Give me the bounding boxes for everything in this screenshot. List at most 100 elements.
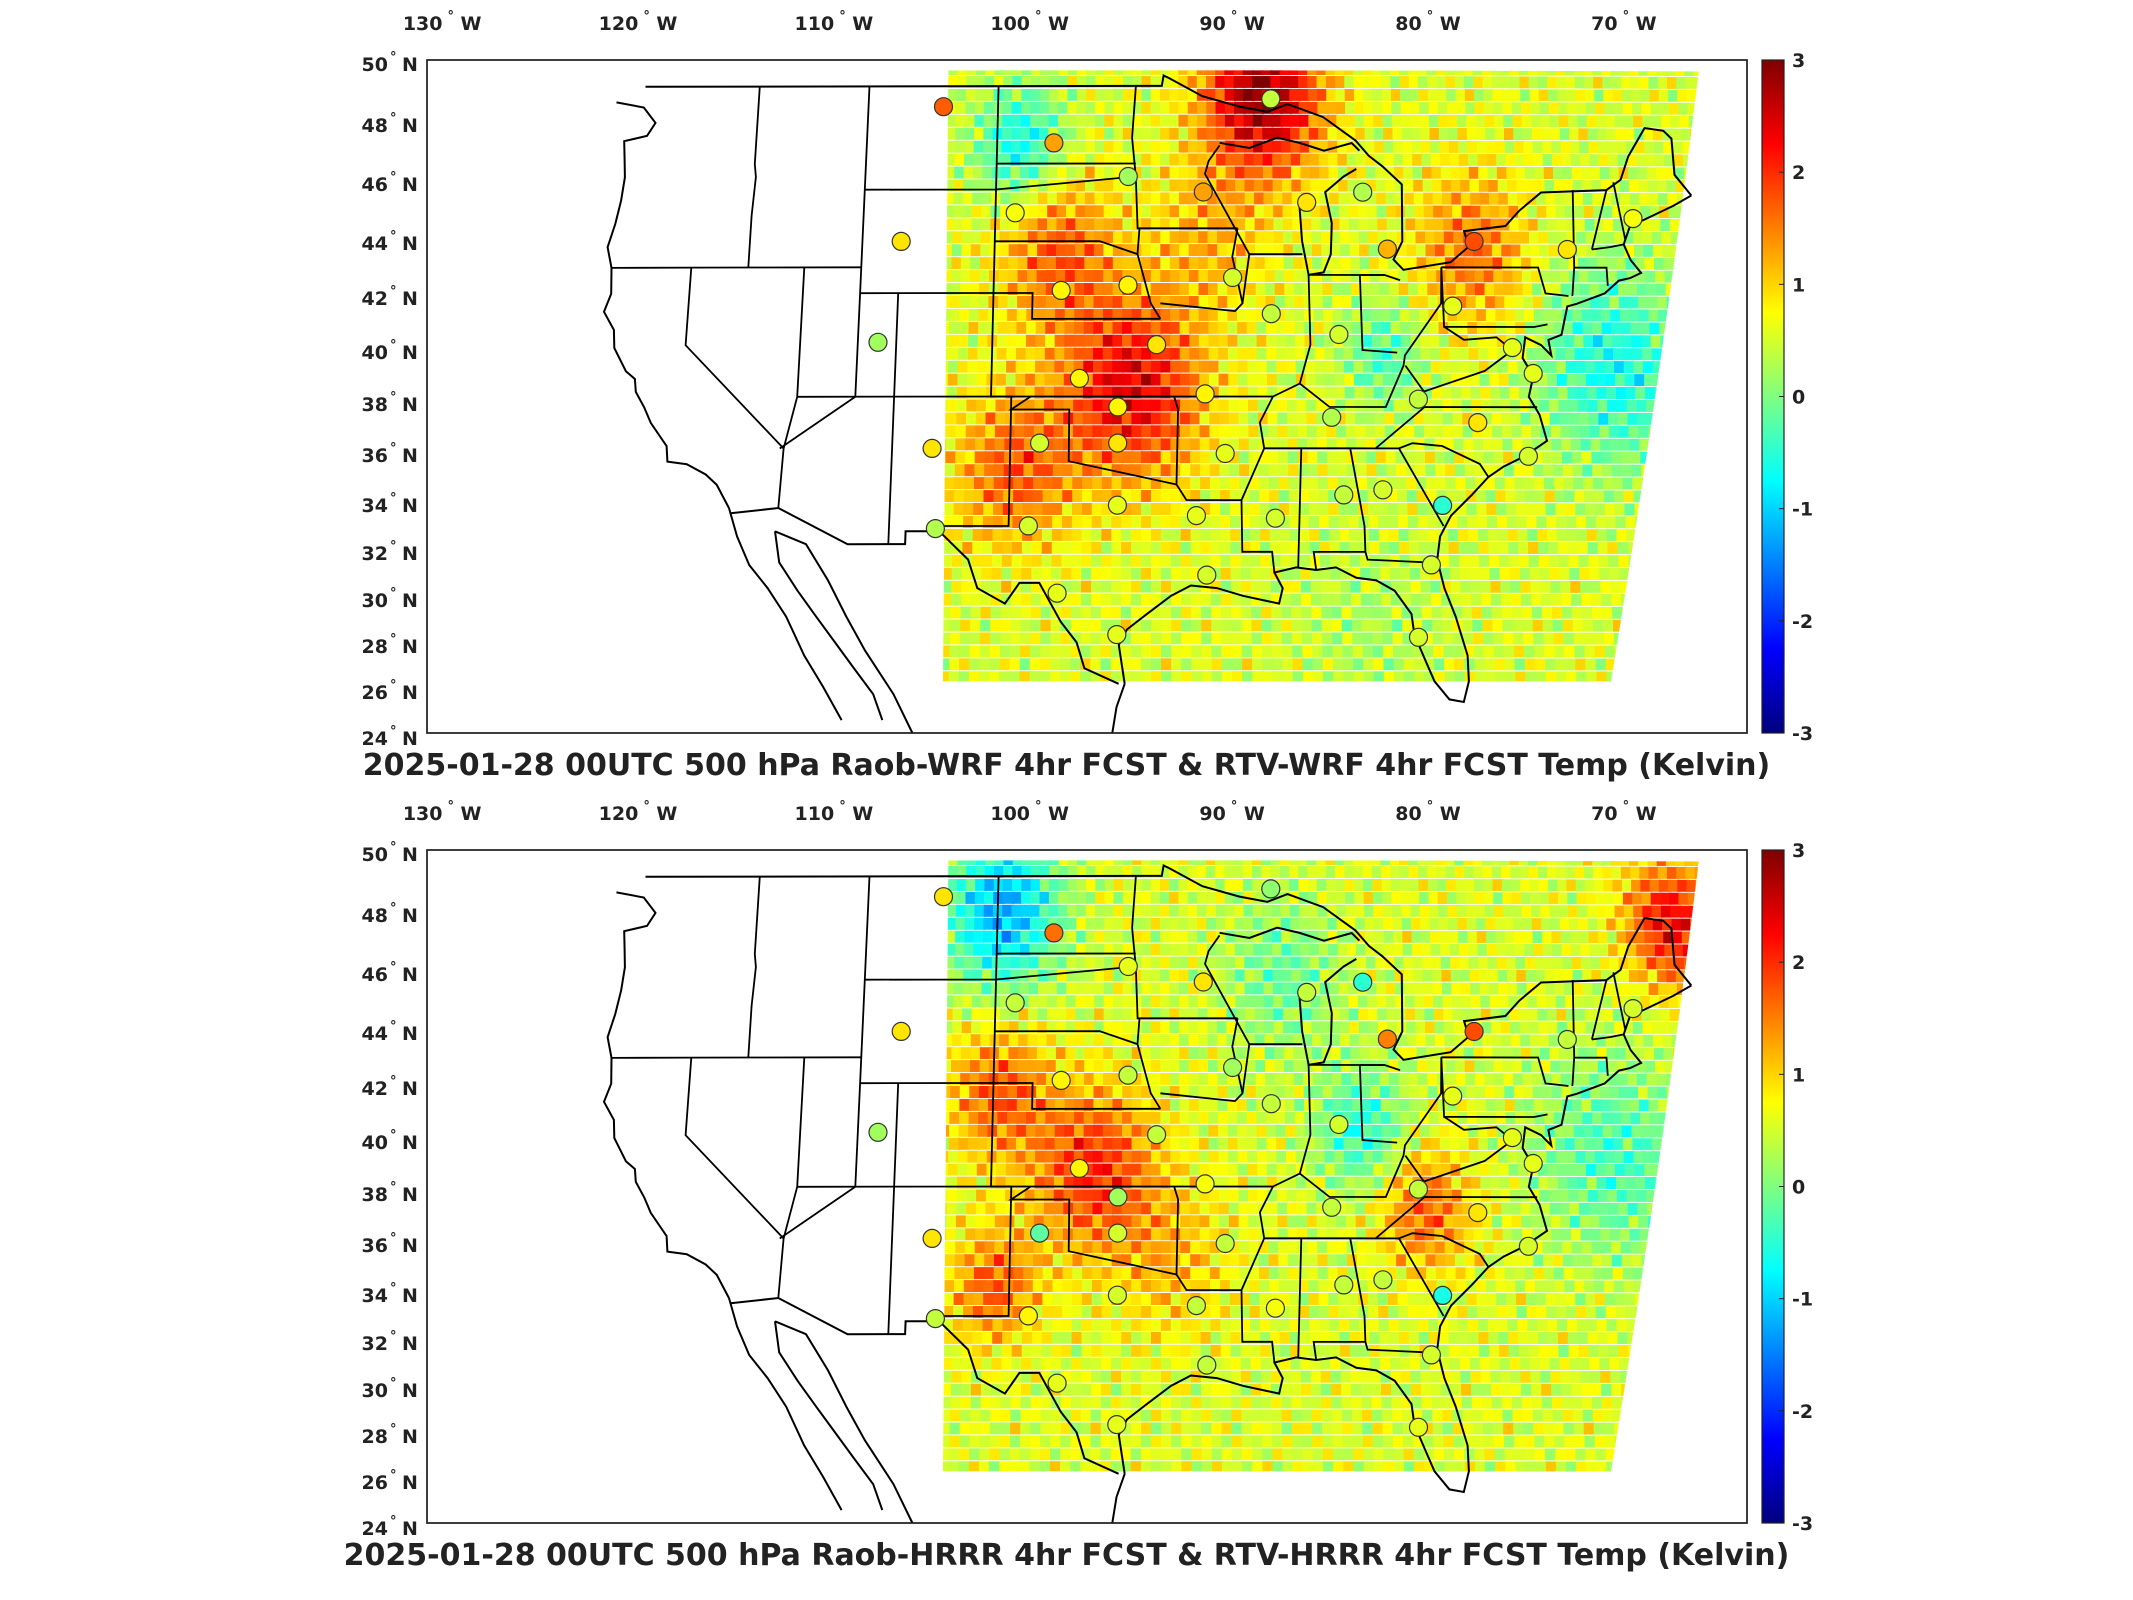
field-cell bbox=[1292, 205, 1304, 218]
field-cell bbox=[1420, 347, 1432, 360]
field-cell bbox=[1381, 89, 1394, 101]
field-cell bbox=[983, 477, 996, 490]
field-cell bbox=[1298, 477, 1310, 490]
field-cell bbox=[1364, 412, 1377, 425]
field-cell bbox=[1209, 438, 1221, 451]
field-cell bbox=[953, 995, 965, 1008]
field-cell bbox=[1040, 75, 1052, 88]
field-cell bbox=[1259, 490, 1271, 503]
field-cell bbox=[1053, 412, 1066, 425]
field-cell bbox=[975, 1228, 987, 1241]
field-cell bbox=[1310, 580, 1323, 593]
field-cell bbox=[1368, 503, 1380, 516]
field-cell bbox=[974, 477, 986, 490]
field-cell bbox=[1113, 75, 1126, 88]
field-cell bbox=[976, 373, 989, 386]
field-cell bbox=[1597, 257, 1609, 270]
field-cell bbox=[1613, 218, 1625, 231]
field-cell bbox=[1417, 516, 1430, 528]
field-cell bbox=[1603, 490, 1616, 503]
field-cell bbox=[1030, 606, 1043, 619]
field-cell bbox=[1571, 296, 1583, 309]
field-cell bbox=[1631, 89, 1643, 102]
field-cell bbox=[1309, 541, 1322, 554]
field-cell bbox=[965, 425, 978, 438]
field-cell bbox=[1580, 580, 1592, 593]
field-cell bbox=[1788, 555, 1800, 567]
field-cell bbox=[1298, 503, 1311, 515]
field-cell bbox=[1604, 102, 1616, 115]
field-cell bbox=[1000, 179, 1013, 192]
field-cell bbox=[1603, 348, 1615, 361]
field-cell bbox=[1274, 270, 1286, 283]
field-cell bbox=[952, 1021, 964, 1034]
field-cell bbox=[1510, 76, 1522, 89]
field-cell bbox=[1025, 373, 1037, 386]
lat-hemi-label: N bbox=[402, 115, 418, 137]
field-cell bbox=[1075, 231, 1087, 244]
field-cell bbox=[1206, 114, 1218, 127]
field-cell bbox=[1607, 399, 1619, 412]
field-cell bbox=[1021, 75, 1034, 88]
field-cell bbox=[1221, 671, 1234, 682]
field-cell bbox=[1594, 503, 1607, 516]
field-cell bbox=[1257, 386, 1269, 399]
field-cell bbox=[946, 1202, 959, 1215]
field-cell bbox=[1296, 412, 1309, 425]
field-cell bbox=[1550, 270, 1562, 283]
field-cell bbox=[1215, 70, 1227, 75]
field-cell bbox=[1161, 567, 1173, 580]
field-cell bbox=[989, 658, 1001, 671]
field-cell bbox=[952, 1318, 965, 1331]
field-cell bbox=[1445, 70, 1457, 76]
field-cell bbox=[1073, 386, 1085, 399]
field-cell bbox=[1381, 606, 1393, 619]
field-cell bbox=[1502, 438, 1515, 451]
field-cell bbox=[994, 70, 1006, 75]
raob-station-marker bbox=[1432, 495, 1453, 515]
raob-station-marker bbox=[1195, 384, 1215, 404]
field-cell bbox=[1007, 308, 1019, 321]
field-cell bbox=[1260, 567, 1273, 580]
field-cell bbox=[1585, 658, 1597, 671]
field-cell bbox=[975, 1215, 987, 1228]
field-cell bbox=[1401, 593, 1413, 606]
field-cell bbox=[1239, 477, 1251, 490]
field-cell bbox=[1455, 477, 1468, 490]
field-cell bbox=[1590, 167, 1602, 180]
field-cell bbox=[1061, 580, 1073, 593]
field-cell bbox=[1150, 490, 1163, 502]
field-cell bbox=[1366, 179, 1378, 192]
field-cell bbox=[991, 969, 1003, 982]
degree-symbol: ° bbox=[390, 170, 397, 185]
field-cell bbox=[1532, 296, 1545, 309]
field-cell bbox=[1040, 619, 1052, 632]
raob-station-marker bbox=[933, 97, 954, 117]
field-cell bbox=[1494, 128, 1507, 141]
field-cell bbox=[1583, 335, 1595, 348]
field-cell bbox=[1785, 426, 1797, 438]
field-cell bbox=[1044, 399, 1056, 412]
field-cell bbox=[1261, 75, 1273, 88]
field-cell bbox=[1248, 412, 1260, 425]
degree-symbol: ° bbox=[390, 441, 397, 456]
field-cell bbox=[1295, 360, 1308, 373]
raob-station-marker bbox=[1215, 443, 1235, 464]
field-cell bbox=[970, 257, 982, 270]
field-cell bbox=[1083, 308, 1096, 321]
field-cell bbox=[1611, 593, 1623, 606]
field-cell bbox=[1470, 192, 1482, 205]
field-cell bbox=[1472, 619, 1484, 632]
field-cell bbox=[1542, 451, 1554, 464]
field-cell bbox=[1625, 387, 1638, 399]
field-cell bbox=[1651, 231, 1664, 244]
field-cell bbox=[1377, 231, 1390, 244]
field-cell bbox=[1050, 658, 1062, 671]
field-cell bbox=[1666, 180, 1678, 193]
field-cell bbox=[1474, 658, 1486, 671]
coastline bbox=[1219, 136, 1361, 152]
field-cell bbox=[1603, 619, 1615, 632]
field-cell bbox=[1240, 554, 1252, 567]
field-cell bbox=[1191, 632, 1203, 645]
field-cell bbox=[1500, 580, 1512, 593]
